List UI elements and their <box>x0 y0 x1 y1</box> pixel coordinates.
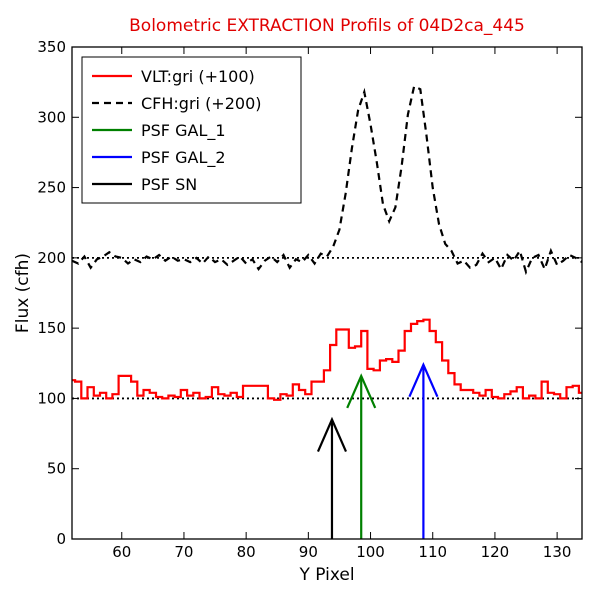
chart-title: Bolometric EXTRACTION Profils of 04D2ca_… <box>129 16 525 36</box>
x-tick-label-110: 110 <box>418 543 447 561</box>
y-tick-label-250: 250 <box>37 179 66 197</box>
series-line-cfh <box>71 84 583 276</box>
arrow-head-psf-gal-1 <box>346 373 377 409</box>
y-axis-label: Flux (cfh) <box>13 253 33 333</box>
arrow-head-psf-sn <box>316 416 347 452</box>
legend-label-cfh: CFH:gri (+200) <box>141 94 262 113</box>
x-axis: 60 70 80 90 100 110 120 130 <box>112 47 571 561</box>
arrow-psf-gal-2 <box>408 361 439 539</box>
y-axis: 0 50 100 150 200 250 300 350 <box>37 38 582 548</box>
legend-label-psf-sn: PSF SN <box>141 175 197 194</box>
x-axis-label: Y Pixel <box>298 565 354 585</box>
plot-area <box>71 84 583 539</box>
y-tick-label-300: 300 <box>37 108 66 126</box>
arrow-psf-gal-1 <box>346 373 377 539</box>
x-tick-label-130: 130 <box>543 543 572 561</box>
y-tick-label-100: 100 <box>37 389 66 407</box>
arrow-psf-sn <box>316 416 347 539</box>
arrow-head-psf-gal-2 <box>408 361 439 398</box>
legend-label-psf-gal-1: PSF GAL_1 <box>141 121 226 141</box>
y-tick-label-0: 0 <box>56 530 66 548</box>
plot-frame <box>71 46 583 540</box>
y-tick-label-200: 200 <box>37 249 66 267</box>
y-tick-label-50: 50 <box>47 460 66 478</box>
series-line-vlt <box>72 318 582 401</box>
x-tick-label-120: 120 <box>481 543 510 561</box>
y-tick-label-150: 150 <box>37 319 66 337</box>
x-tick-label-90: 90 <box>299 543 318 561</box>
x-tick-label-100: 100 <box>356 543 385 561</box>
legend-label-psf-gal-2: PSF GAL_2 <box>141 148 226 168</box>
legend: VLT:gri (+100) CFH:gri (+200) PSF GAL_1 … <box>81 56 302 204</box>
legend-label-vlt: VLT:gri (+100) <box>141 67 255 86</box>
x-tick-label-80: 80 <box>237 543 256 561</box>
x-tick-label-70: 70 <box>174 543 193 561</box>
y-tick-label-350: 350 <box>37 38 66 56</box>
x-tick-label-60: 60 <box>112 543 131 561</box>
